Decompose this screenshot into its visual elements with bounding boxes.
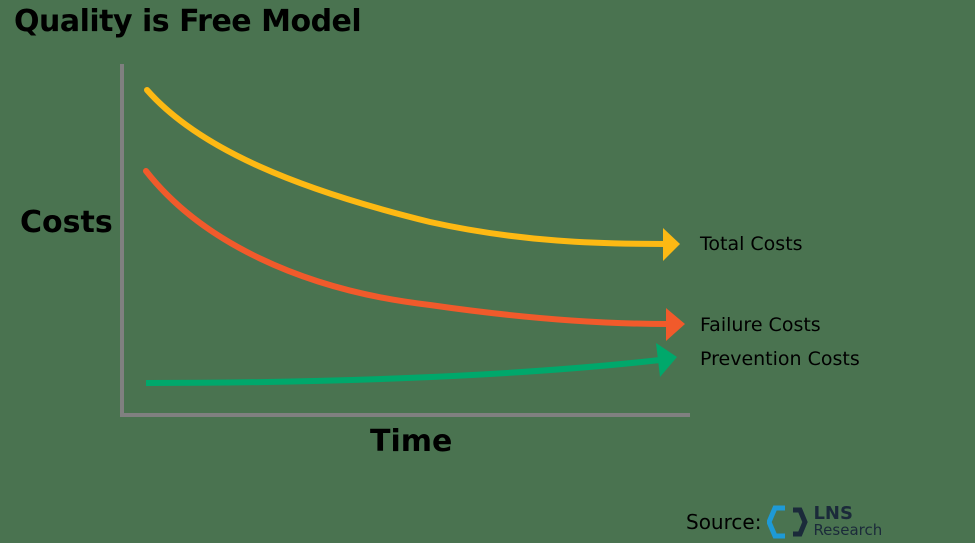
y-axis-label: Costs xyxy=(20,205,113,240)
hexagon-logo-icon xyxy=(767,505,809,539)
legend-failure-costs: Failure Costs xyxy=(700,314,821,336)
logo-lns-text: LNS xyxy=(813,503,853,524)
chart-title: Quality is Free Model xyxy=(14,4,362,39)
legend-prevention-costs: Prevention Costs xyxy=(700,348,860,370)
series-failure-costs xyxy=(143,168,685,341)
logo-research-text: Research xyxy=(813,521,883,539)
arrowhead-total xyxy=(663,228,680,261)
series-prevention-costs xyxy=(145,343,677,386)
source-label: Source: xyxy=(686,510,762,534)
x-axis-label: Time xyxy=(370,424,453,459)
legend-total-costs: Total Costs xyxy=(700,233,803,255)
arrowhead-failure xyxy=(666,308,685,341)
arrowhead-prevention xyxy=(656,343,677,377)
source-credit: Source: LNS Research xyxy=(686,505,882,539)
lns-logo: LNS Research xyxy=(767,505,882,539)
series-total-costs xyxy=(144,87,680,261)
